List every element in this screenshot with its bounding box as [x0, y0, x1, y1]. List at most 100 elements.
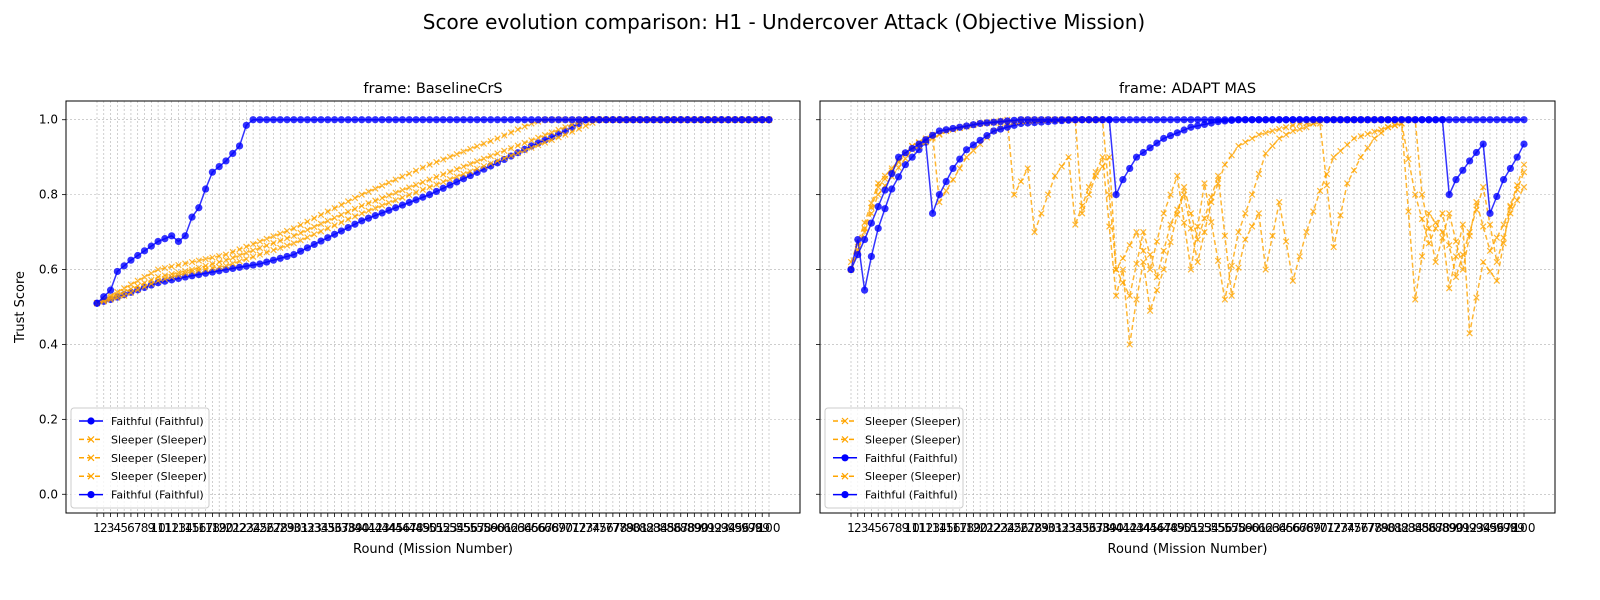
data-point-faithful	[1486, 116, 1494, 124]
legend-marker	[841, 435, 849, 443]
data-point-faithful	[385, 116, 393, 124]
data-point-sleeper	[1493, 258, 1501, 266]
data-point-sleeper	[1248, 223, 1256, 230]
data-point-faithful	[1425, 116, 1433, 124]
data-point-faithful	[1132, 116, 1141, 124]
data-point-faithful	[602, 116, 610, 124]
data-point-sleeper	[215, 252, 223, 260]
data-point-sleeper	[1493, 234, 1501, 241]
data-point-faithful	[1228, 116, 1236, 124]
x-tick-label: 84	[1408, 521, 1423, 535]
data-point-sleeper	[473, 143, 481, 150]
data-point-sleeper	[243, 243, 250, 250]
data-point-sleeper	[1255, 210, 1263, 217]
y-axis-label: Trust Score	[13, 271, 28, 344]
data-point-sleeper	[229, 260, 236, 267]
data-point-sleeper	[874, 180, 882, 187]
data-point-sleeper	[1085, 183, 1093, 191]
data-point-faithful	[1098, 116, 1107, 124]
data-point-sleeper	[1038, 210, 1045, 217]
data-point-sleeper	[1337, 212, 1344, 219]
legend-label: Faithful (Faithful)	[865, 489, 958, 502]
x-tick-label: 36	[327, 521, 342, 535]
data-point-sleeper	[480, 155, 488, 162]
data-point-faithful	[867, 219, 875, 227]
data-point-sleeper	[304, 234, 311, 241]
data-point-faithful	[888, 170, 896, 178]
x-tick-label: 14	[178, 521, 193, 535]
data-point-faithful	[656, 116, 664, 124]
data-point-faithful	[1058, 116, 1066, 124]
legend-entry: Faithful (Faithful)	[833, 452, 958, 465]
x-tick-label: 77	[605, 521, 620, 535]
data-point-faithful	[392, 204, 400, 212]
x-tick-label: 53	[1197, 521, 1212, 535]
data-point-sleeper	[277, 230, 284, 237]
data-point-sleeper	[324, 208, 332, 215]
y-ticks	[816, 119, 820, 495]
data-point-sleeper	[467, 168, 474, 175]
x-tick-label: 83	[1401, 521, 1416, 535]
x-tick-label: 50	[422, 521, 437, 535]
x-tick-label: 6	[881, 521, 889, 535]
data-point-faithful	[561, 116, 569, 124]
data-point-faithful	[663, 116, 671, 124]
data-point-faithful	[1003, 123, 1011, 131]
data-point-faithful	[276, 116, 284, 124]
data-point-sleeper	[1221, 296, 1229, 303]
data-point-faithful	[1452, 176, 1460, 184]
data-point-faithful	[1064, 116, 1073, 124]
data-point-faithful	[1139, 116, 1147, 124]
legend-marker	[841, 454, 849, 462]
x-tick-label: 25	[1007, 521, 1022, 535]
data-point-sleeper	[1235, 142, 1242, 150]
data-point-faithful	[426, 191, 434, 199]
data-point-sleeper	[1289, 127, 1297, 135]
data-point-faithful	[358, 116, 366, 124]
data-point-sleeper	[351, 194, 359, 202]
x-tick-label: 43	[1129, 521, 1144, 535]
data-point-sleeper	[1180, 219, 1188, 226]
data-point-faithful	[330, 230, 339, 238]
x-tick-label: 49	[415, 521, 430, 535]
data-point-sleeper	[209, 254, 216, 261]
data-point-sleeper	[902, 155, 909, 162]
data-point-sleeper	[1296, 253, 1303, 260]
data-point-sleeper	[1058, 163, 1065, 170]
data-point-faithful	[290, 250, 298, 259]
x-tick-label: 75	[592, 521, 607, 535]
data-point-faithful	[677, 116, 685, 124]
x-tick-label: 69	[551, 521, 566, 535]
data-point-faithful	[297, 116, 305, 124]
data-point-sleeper	[365, 188, 372, 195]
data-point-sleeper	[1418, 253, 1426, 260]
x-tick-label: 20	[973, 521, 988, 535]
data-point-sleeper	[1208, 198, 1215, 206]
data-point-faithful	[935, 127, 943, 135]
data-point-sleeper	[310, 215, 318, 222]
series-group	[93, 116, 773, 307]
data-point-sleeper	[1017, 178, 1025, 185]
data-point-faithful	[276, 254, 284, 262]
data-point-faithful	[1472, 116, 1481, 124]
data-point-faithful	[1112, 191, 1120, 199]
data-point-sleeper	[419, 179, 427, 186]
data-point-sleeper	[1221, 161, 1229, 168]
x-tick-label: 39	[1102, 521, 1117, 535]
data-point-sleeper	[446, 176, 454, 183]
data-point-faithful	[1051, 116, 1059, 124]
data-point-sleeper	[229, 248, 236, 256]
data-point-sleeper	[1371, 128, 1378, 135]
x-tick-label: 66	[531, 521, 546, 535]
series-sleeper	[847, 116, 1528, 348]
data-point-faithful	[215, 162, 223, 171]
data-point-faithful	[364, 116, 373, 124]
data-point-faithful	[1214, 118, 1222, 126]
data-point-faithful	[609, 116, 617, 124]
x-tick-label: 78	[612, 521, 627, 535]
data-point-sleeper	[290, 232, 298, 240]
data-point-sleeper	[256, 244, 264, 252]
x-tick-label: 41	[1115, 521, 1130, 535]
data-point-faithful	[140, 247, 149, 255]
data-point-sleeper	[1473, 294, 1480, 301]
